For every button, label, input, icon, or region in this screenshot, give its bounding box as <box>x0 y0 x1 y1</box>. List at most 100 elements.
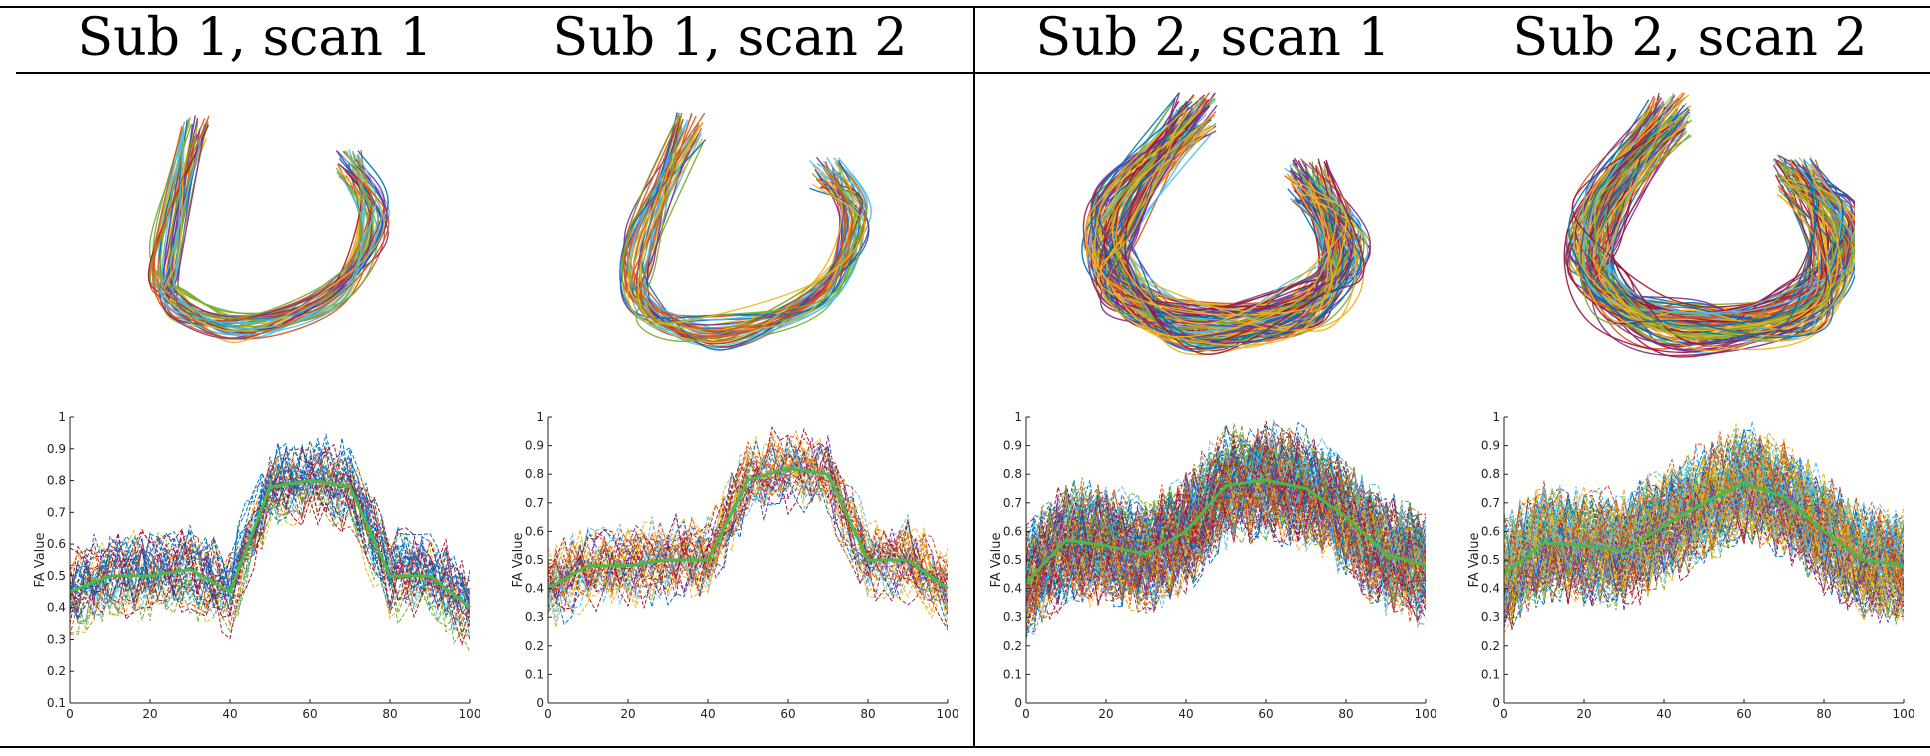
fiber-tract-image-sub2-scan1 <box>1081 92 1372 356</box>
fa-profile-line <box>1026 473 1426 622</box>
fa-profile-line <box>1026 475 1426 615</box>
fa-profile-line <box>1026 478 1426 637</box>
fiber-tract-image-sub1-scan1 <box>147 115 390 343</box>
fa-profile-line <box>70 451 470 613</box>
x-tick-label: 20 <box>142 707 157 721</box>
y-tick-label: 0.5 <box>1481 553 1500 567</box>
x-tick-label: 20 <box>1576 707 1591 721</box>
fiber-streamline <box>1590 97 1851 346</box>
fiber-streamline <box>1099 135 1333 316</box>
y-tick-label: 0.3 <box>1481 610 1500 624</box>
fiber-streamline <box>1122 109 1362 320</box>
y-tick-label: 0.3 <box>1003 610 1022 624</box>
x-tick-label: 60 <box>1258 707 1273 721</box>
fiber-streamline <box>1120 123 1344 349</box>
fiber-streamline <box>1084 128 1337 338</box>
x-tick-label: 80 <box>1338 707 1353 721</box>
y-tick-label: 0.5 <box>47 569 66 583</box>
bottom-rule <box>0 746 1930 748</box>
fiber-streamline <box>1101 120 1352 308</box>
y-tick-label: 0.6 <box>525 524 544 538</box>
fa-profile-line <box>1504 432 1904 562</box>
fa-profile-line <box>1026 465 1426 629</box>
fa-profile-line <box>70 445 470 606</box>
fa-profile-line <box>1504 466 1904 616</box>
fa-profile-line <box>1504 456 1904 582</box>
fiber-streamline <box>1127 100 1352 323</box>
fiber-streamline <box>1597 132 1844 327</box>
fa-profile-line <box>548 442 948 603</box>
y-tick-label: 0.7 <box>47 505 66 519</box>
fa-profile-line <box>70 482 470 636</box>
x-tick-label: 100 <box>1415 707 1436 721</box>
fiber-streamline <box>640 112 853 338</box>
fiber-streamline <box>159 139 363 333</box>
x-tick-label: 100 <box>937 707 958 721</box>
y-tick-label: 0.6 <box>1003 524 1022 538</box>
y-tick-label: 0.5 <box>1003 553 1022 567</box>
y-tick-label: 0 <box>536 696 544 710</box>
y-tick-label: 0.9 <box>1481 439 1500 453</box>
top-rule <box>0 6 1930 8</box>
fa-profile-plot-sub2-scan1: 0 0.1 0.2 0.3 0.4 0.5 0.6 0.7 0.8 0.9 1 0 20 40 60 80 10… <box>989 410 1436 721</box>
fa-profile-line <box>1504 433 1904 572</box>
fa-profile-line <box>1504 491 1904 621</box>
fiber-streamline <box>637 133 866 325</box>
fa-profile-line <box>1504 474 1904 630</box>
x-tick-label: 60 <box>780 707 795 721</box>
y-tick-label: 0.8 <box>47 474 66 488</box>
y-tick-label: 1 <box>536 410 544 424</box>
y-tick-label: 0 <box>1492 696 1500 710</box>
fa-profile-line <box>1026 438 1426 589</box>
fiber-tract-image-sub2-scan2 <box>1563 92 1855 358</box>
fa-profile-line <box>70 443 470 608</box>
fa-profile-line <box>1504 478 1904 634</box>
x-tick-label: 100 <box>459 707 480 721</box>
x-tick-label: 20 <box>1098 707 1113 721</box>
fa-profile-line <box>1504 461 1904 616</box>
fiber-streamline <box>160 129 377 324</box>
fiber-streamline <box>1598 112 1832 332</box>
fa-profile-line <box>548 463 948 628</box>
fiber-streamline <box>1094 92 1327 341</box>
fa-profile-plot-sub1-scan2: 0 0.1 0.2 0.3 0.4 0.5 0.6 0.7 0.8 0.9 1 0 20 40 60 80 10… <box>511 410 958 721</box>
y-axis-label: FA Value <box>1467 532 1482 587</box>
fa-profile-line <box>70 443 470 603</box>
mean-fa-line <box>1503 481 1905 576</box>
column-title-4: Sub 2, scan 2 <box>1512 8 1868 68</box>
y-tick-label: 0.9 <box>1003 439 1022 453</box>
fiber-streamline <box>1591 130 1840 340</box>
fa-profile-line <box>1504 431 1904 566</box>
fiber-streamline <box>627 128 843 344</box>
y-tick-label: 0.9 <box>47 442 66 456</box>
mean-fa-line <box>547 466 949 590</box>
fiber-streamline <box>643 140 847 333</box>
fa-profile-line <box>548 443 948 591</box>
y-tick-label: 0.3 <box>525 610 544 624</box>
y-tick-label: 0.4 <box>47 601 66 615</box>
x-tick-label: 40 <box>222 707 237 721</box>
fa-profile-line <box>548 434 948 592</box>
fa-profile-line <box>548 445 948 605</box>
y-tick-label: 0 <box>1014 696 1022 710</box>
fiber-streamline <box>171 128 365 330</box>
y-tick-label: 0.7 <box>1481 496 1500 510</box>
y-tick-label: 0.7 <box>1003 496 1022 510</box>
column-title-1: Sub 1, scan 1 <box>77 8 433 68</box>
fiber-streamline <box>1582 117 1855 314</box>
y-tick-label: 0.4 <box>1481 582 1500 596</box>
y-tick-label: 0.7 <box>525 496 544 510</box>
fa-profile-line <box>1026 477 1426 611</box>
column-title-3: Sub 2, scan 1 <box>1035 8 1391 68</box>
fa-profile-line <box>70 473 470 621</box>
fiber-streamline <box>1568 105 1816 335</box>
mean-fa-line <box>1024 478 1427 584</box>
y-tick-label: 0.5 <box>525 553 544 567</box>
fiber-streamline <box>161 138 366 336</box>
x-tick-label: 60 <box>302 707 317 721</box>
y-tick-label: 0.2 <box>525 639 544 653</box>
fa-profile-line <box>1026 440 1426 603</box>
fa-profile-line <box>70 476 470 625</box>
fa-profile-line <box>1026 476 1426 623</box>
x-tick-label: 80 <box>1816 707 1831 721</box>
